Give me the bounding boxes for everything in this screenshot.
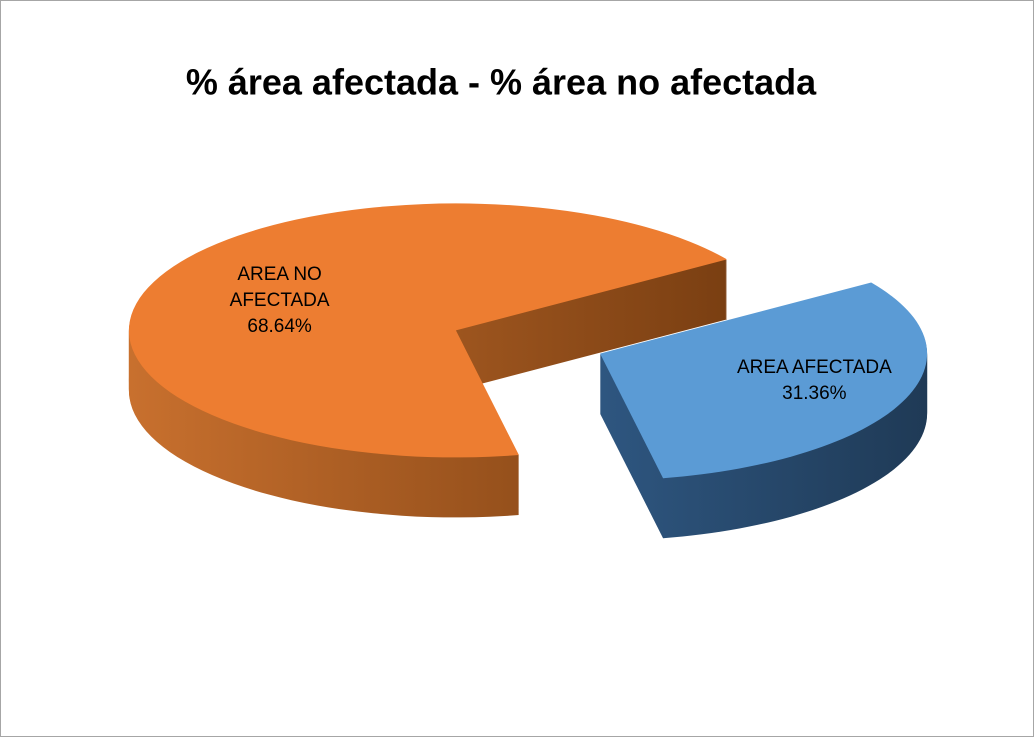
data-label: AREA NO AFECTADA 68.64% (215, 262, 345, 340)
chart-title: % área afectada - % área no afectada (186, 62, 817, 103)
data-label: AREA AFECTADA 31.36% (714, 355, 914, 407)
label-category: AREA NO AFECTADA (229, 264, 330, 312)
label-value: 68.64% (247, 316, 312, 338)
slice (128, 203, 728, 458)
slice (600, 282, 928, 479)
label-value: 31.36% (782, 382, 847, 404)
label-category: AREA AFECTADA (736, 356, 892, 378)
